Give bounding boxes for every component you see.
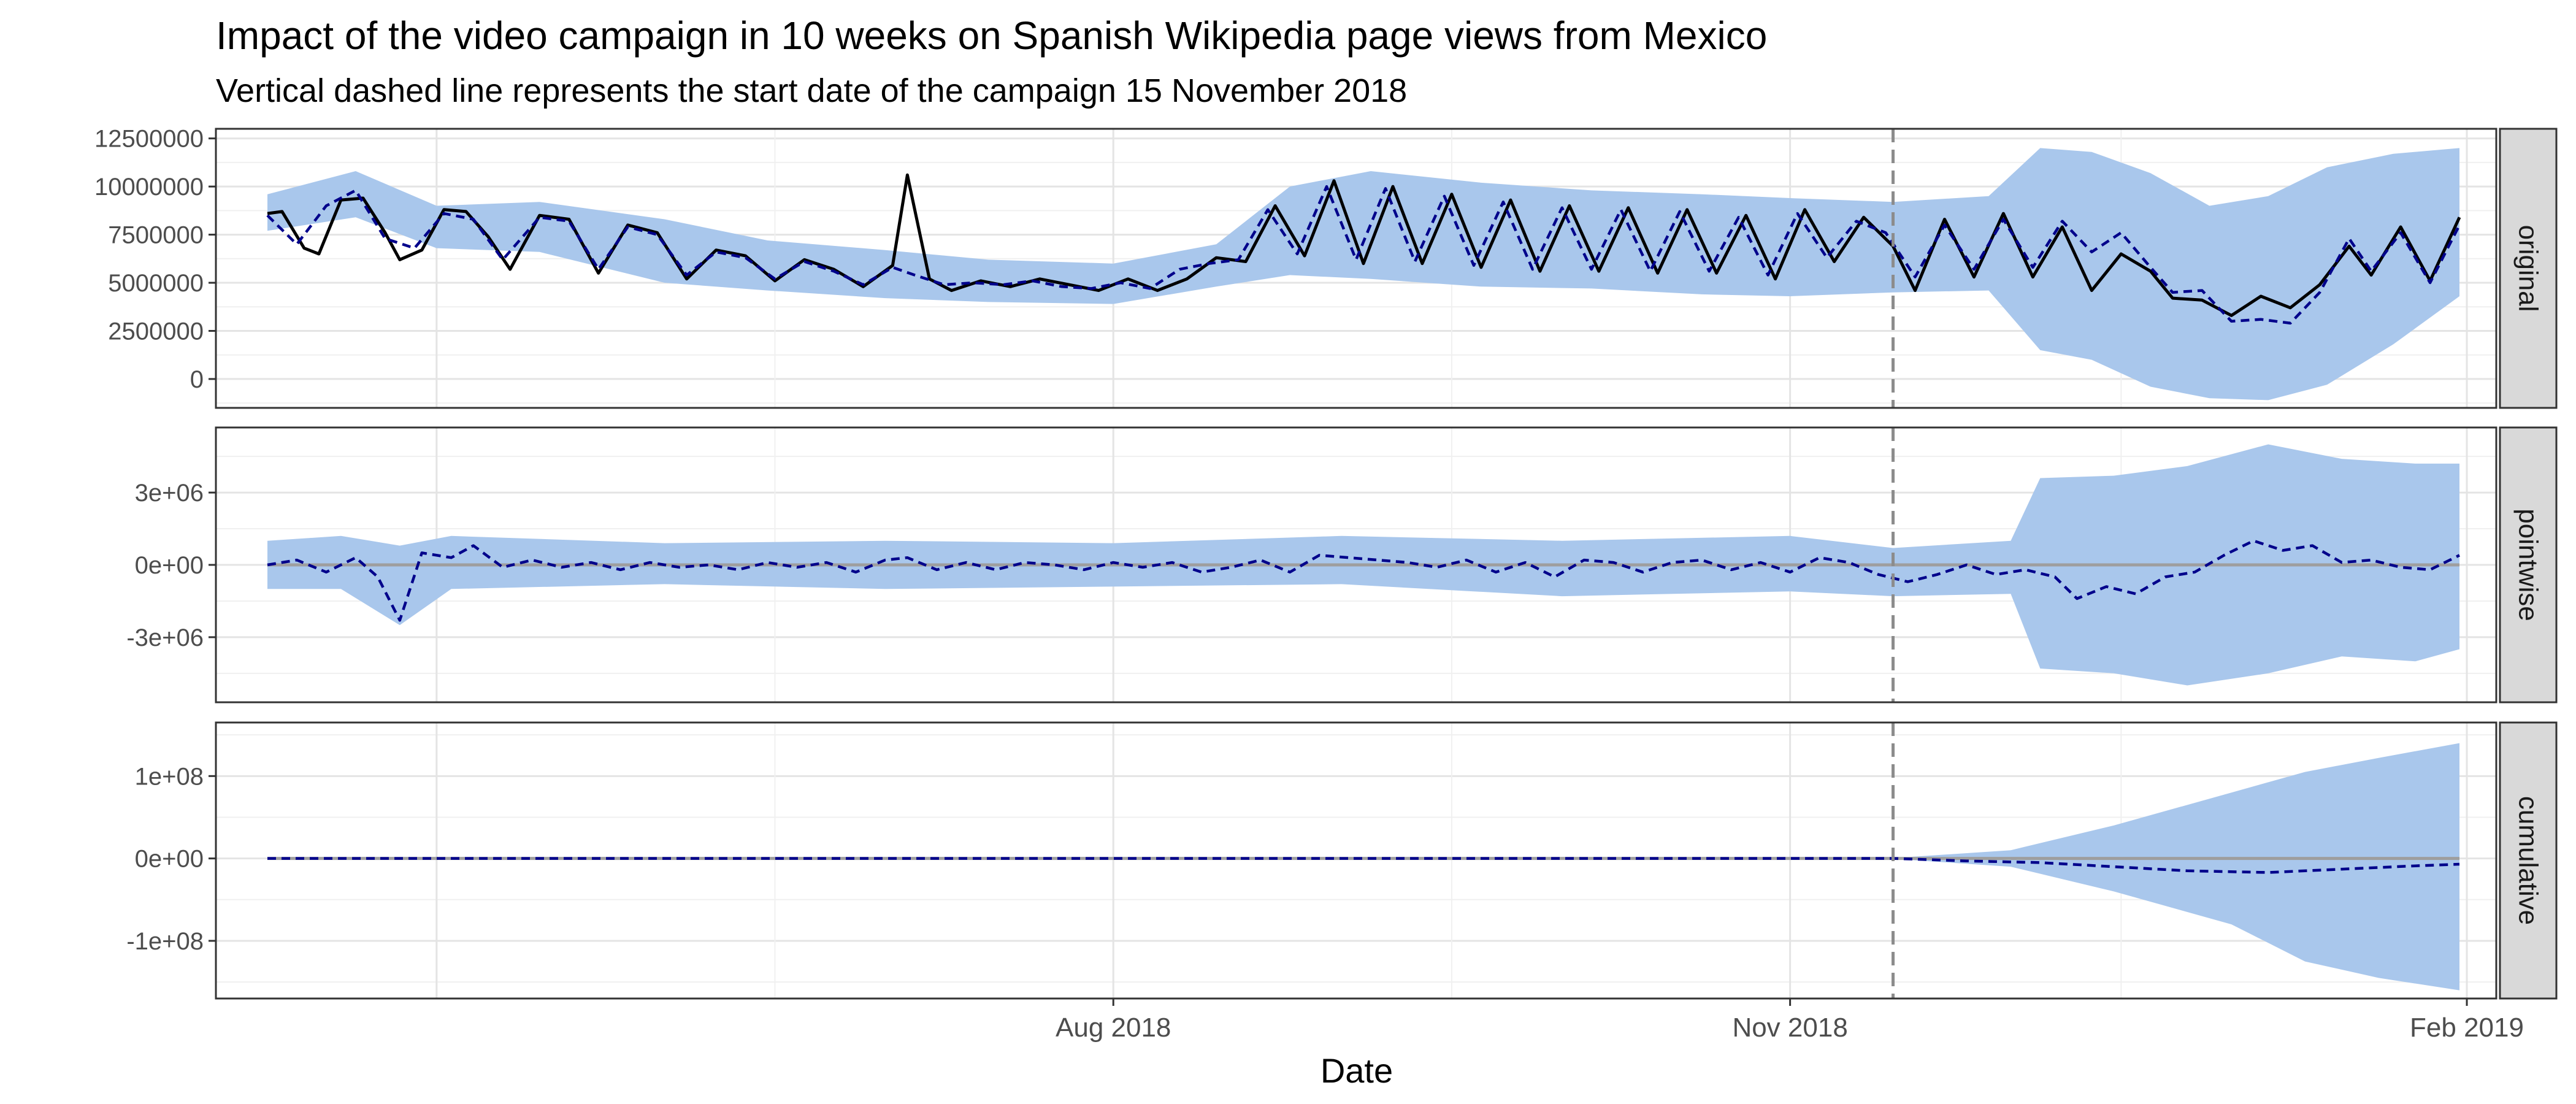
x-tick-label-1: Nov 2018 — [1732, 1013, 1847, 1043]
interval-band — [267, 148, 2459, 401]
predicted-series-line — [266, 185, 2461, 325]
y-tick-label: -3e+06 — [126, 624, 204, 651]
x-axis: Aug 2018 Nov 2018 Feb 2019 — [1056, 999, 2524, 1043]
y-tick-label: -1e+08 — [126, 928, 204, 955]
facet-panels: 0 2500000 5000000 7500000 10000000 12500000 or… — [94, 126, 2558, 1000]
y-tick-label: 5000000 — [108, 270, 204, 297]
y-tick-label: 2500000 — [108, 318, 204, 345]
panel-border — [215, 128, 2497, 409]
y-tick-label: 0e+00 — [135, 552, 204, 579]
panel-pointwise: -3e+06 0e+00 3e+06 pointwise — [126, 426, 2558, 703]
actual-series-line — [267, 173, 2461, 317]
x-tick-label-2: Feb 2019 — [2410, 1013, 2524, 1043]
y-tick-label: 12500000 — [94, 126, 204, 153]
y-tick-label: 1e+08 — [135, 763, 204, 790]
y-tick-label: 3e+06 — [135, 480, 204, 507]
panel-cumulative: -1e+08 0e+00 1e+08 cumulative — [126, 721, 2558, 1000]
interval-band — [267, 743, 2459, 991]
facet-strip — [2499, 426, 2558, 703]
panel-original: 0 2500000 5000000 7500000 10000000 12500000 or… — [94, 126, 2558, 409]
chart-title: Impact of the video campaign in 10 weeks… — [216, 13, 1767, 58]
y-tick-label: 7500000 — [108, 222, 204, 249]
panel-border — [215, 721, 2497, 1000]
facet-strip — [2499, 128, 2558, 409]
y-tick-label: 0 — [190, 366, 204, 393]
facet-strip-label-pointwise: pointwise — [2513, 508, 2543, 621]
y-tick-label: 0e+00 — [135, 846, 204, 873]
predicted-series-line — [267, 539, 2460, 622]
y-tick-label: 10000000 — [94, 174, 204, 201]
predicted-series-line — [267, 857, 2460, 874]
x-axis-label: Date — [1321, 1051, 1393, 1090]
chart-subtitle: Vertical dashed line represents the star… — [216, 72, 1407, 109]
facet-strip — [2499, 721, 2558, 1000]
facet-strip-label-cumulative: cumulative — [2513, 796, 2543, 925]
x-tick-label-0: Aug 2018 — [1056, 1013, 1171, 1043]
facet-strip-label-original: original — [2513, 225, 2543, 312]
